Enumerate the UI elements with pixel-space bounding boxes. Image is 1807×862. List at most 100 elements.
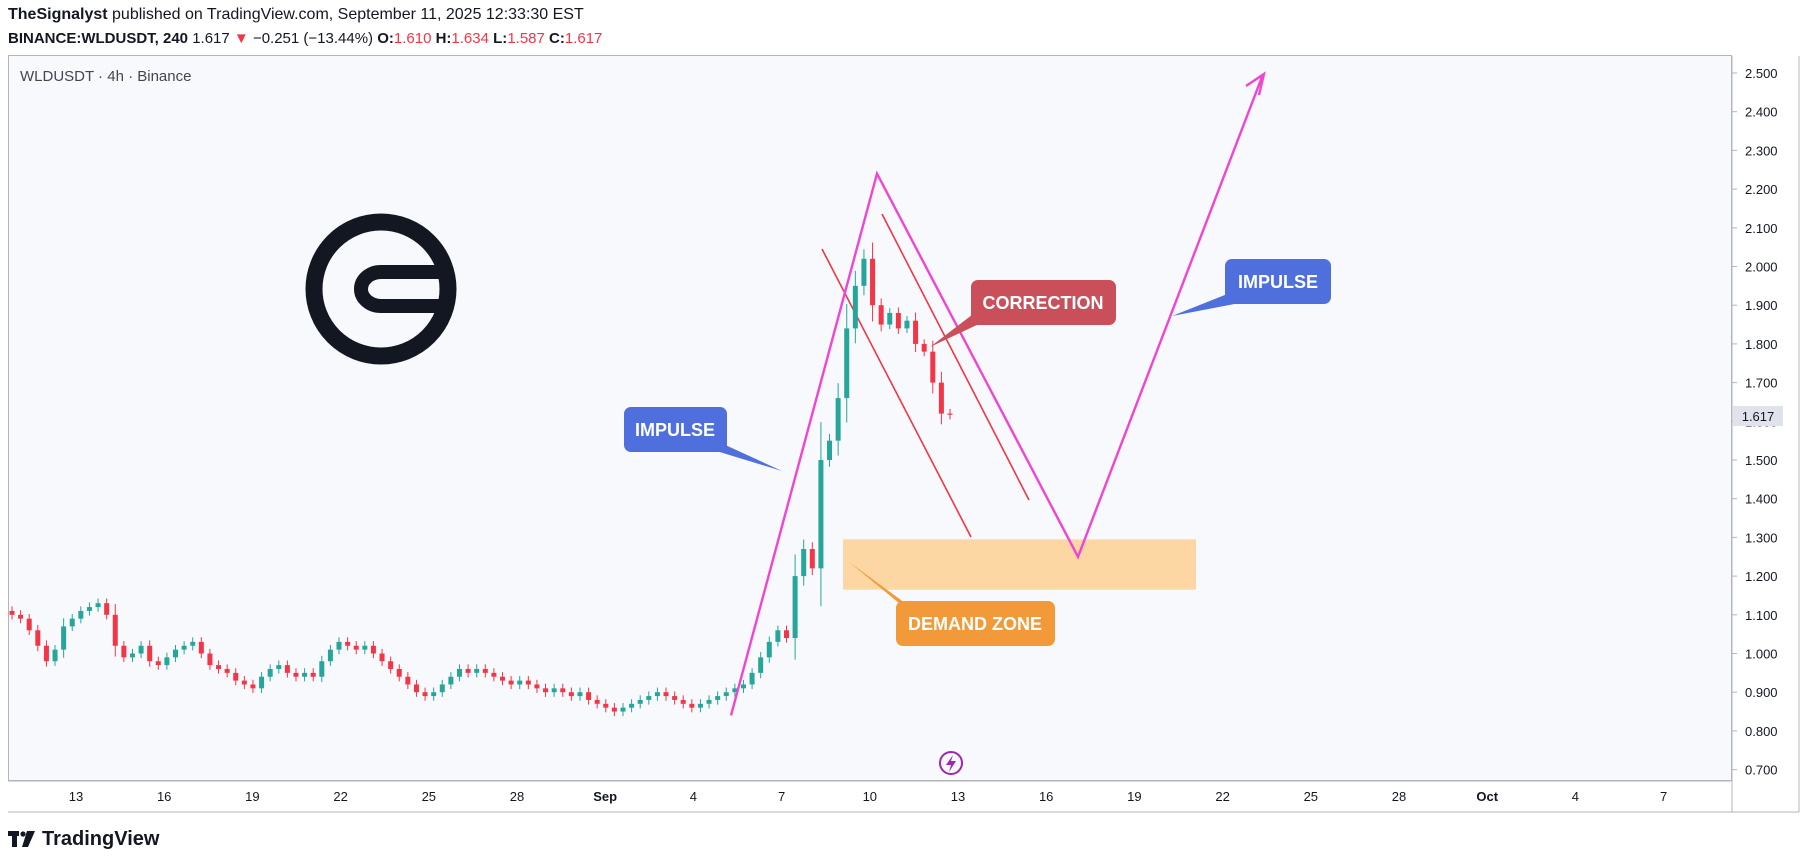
tradingview-logo-icon xyxy=(8,831,36,847)
candle-body xyxy=(844,328,850,399)
price-tick-label: 1.900 xyxy=(1745,298,1778,313)
price-tick-label: 2.100 xyxy=(1745,221,1778,236)
candle-body xyxy=(112,614,118,646)
candle-body xyxy=(938,382,944,414)
candle-body xyxy=(431,692,437,697)
candle-body xyxy=(586,692,592,700)
candle-body xyxy=(827,440,833,460)
time-tick-label: 7 xyxy=(778,789,785,804)
correction-label[interactable]: CORRECTION xyxy=(930,280,1116,347)
wave-projection-path[interactable] xyxy=(729,76,1264,716)
price-tick-label: 2.200 xyxy=(1745,182,1778,197)
candle-body xyxy=(887,312,893,325)
channel-lower-line[interactable] xyxy=(821,248,972,538)
arrow-head-icon xyxy=(1245,71,1266,96)
author-name[interactable]: TheSignalyst xyxy=(8,6,108,23)
candle-body xyxy=(904,320,910,329)
candle-body xyxy=(620,707,626,712)
candle-body xyxy=(672,696,678,700)
candle-body xyxy=(293,672,299,677)
time-tick-label: 22 xyxy=(1215,789,1229,804)
lightning-icon[interactable] xyxy=(939,751,963,775)
candle-body xyxy=(233,672,239,681)
candle-body xyxy=(284,665,290,673)
candle-body xyxy=(26,618,32,631)
candle-body xyxy=(766,641,772,658)
candle-body xyxy=(818,460,824,569)
price-tick-label: 1.200 xyxy=(1745,569,1778,584)
candle-body xyxy=(224,668,230,673)
price-tick-label: 1.700 xyxy=(1745,376,1778,391)
channel-upper-line[interactable] xyxy=(881,213,1030,501)
candle-body xyxy=(740,684,746,689)
price-tick-label: 2.300 xyxy=(1745,143,1778,158)
price-tick-label: 0.700 xyxy=(1745,763,1778,778)
candle-body xyxy=(86,607,92,611)
candle-body xyxy=(448,676,454,685)
demand-zone-label[interactable]: DEMAND ZONE xyxy=(849,562,1055,646)
impulse-label-right[interactable]: IMPULSE xyxy=(1172,259,1331,316)
price-tick-label: 1.800 xyxy=(1745,337,1778,352)
candle-body xyxy=(637,699,643,704)
low-value: 1.587 xyxy=(507,30,545,47)
time-tick-label: 10 xyxy=(863,789,877,804)
candle-body xyxy=(697,703,703,708)
last-price-tag xyxy=(1733,406,1783,426)
candle-body xyxy=(198,641,204,654)
time-tick-label: 13 xyxy=(69,789,83,804)
candle-body xyxy=(930,351,936,383)
candle-body xyxy=(456,668,462,677)
publish-line: TheSignalyst published on TradingView.co… xyxy=(8,6,584,24)
candle-body xyxy=(801,549,807,577)
last-price-tag-text: 1.617 xyxy=(1742,409,1775,424)
impulse-label-left[interactable]: IMPULSE xyxy=(624,407,782,471)
price-tick-label: 1.100 xyxy=(1745,608,1778,623)
candle-body xyxy=(689,703,695,708)
candle-body xyxy=(783,630,789,639)
price-tick-label: 2.400 xyxy=(1745,105,1778,120)
candle-body xyxy=(388,661,394,669)
price-tick-label: 1.000 xyxy=(1745,647,1778,662)
chart-pane[interactable] xyxy=(8,55,1732,781)
candle-body xyxy=(758,657,764,673)
demand-zone-label-text: DEMAND ZONE xyxy=(908,614,1042,634)
candle-body xyxy=(353,645,359,650)
candle-body xyxy=(947,413,953,415)
candle-body xyxy=(61,626,67,650)
candle-body xyxy=(121,645,127,658)
time-tick-label: Sep xyxy=(593,789,617,804)
candle-body xyxy=(809,549,815,569)
candle-body xyxy=(405,676,411,685)
price-tick-label: 2.000 xyxy=(1745,260,1778,275)
candle-body xyxy=(190,641,196,646)
candle-body xyxy=(560,688,566,693)
ohlc-line: BINANCE:WLDUSDT, 240 1.617 ▼ −0.251 (−13… xyxy=(8,30,602,47)
time-tick-label: 25 xyxy=(422,789,436,804)
close-label: C: xyxy=(549,30,565,47)
candle-body xyxy=(207,653,213,666)
last-price: 1.617 xyxy=(192,30,230,47)
candle-body xyxy=(138,645,144,654)
candle-body xyxy=(491,672,497,677)
time-tick-label: 19 xyxy=(1127,789,1141,804)
candle-body xyxy=(413,684,419,693)
candle-body xyxy=(78,610,84,619)
candle-body xyxy=(835,398,841,441)
candle-body xyxy=(517,680,523,685)
candle-body xyxy=(379,653,385,662)
candle-body xyxy=(775,630,781,642)
candle-body xyxy=(870,258,876,306)
candle-body xyxy=(362,645,368,650)
price-axis[interactable]: 2.500 2.400 2.300 2.200 2.100 2.000 1.900 1.800… xyxy=(1732,66,1778,778)
candle-body xyxy=(543,688,549,693)
candle-body xyxy=(646,696,652,700)
time-axis[interactable]: 13 16 19 22 25 28 Sep 4 7 10 13 16 19 22 25 28 Oct 4 7 xyxy=(69,789,1667,804)
tradingview-footer: TradingView xyxy=(8,826,159,852)
tradingview-brand[interactable]: TradingView xyxy=(42,827,160,850)
demand-zone-box[interactable] xyxy=(843,539,1196,590)
candle-body xyxy=(336,641,342,650)
worldcoin-logo-icon xyxy=(305,213,457,365)
candle-body xyxy=(173,649,179,658)
candle-body xyxy=(43,645,49,662)
